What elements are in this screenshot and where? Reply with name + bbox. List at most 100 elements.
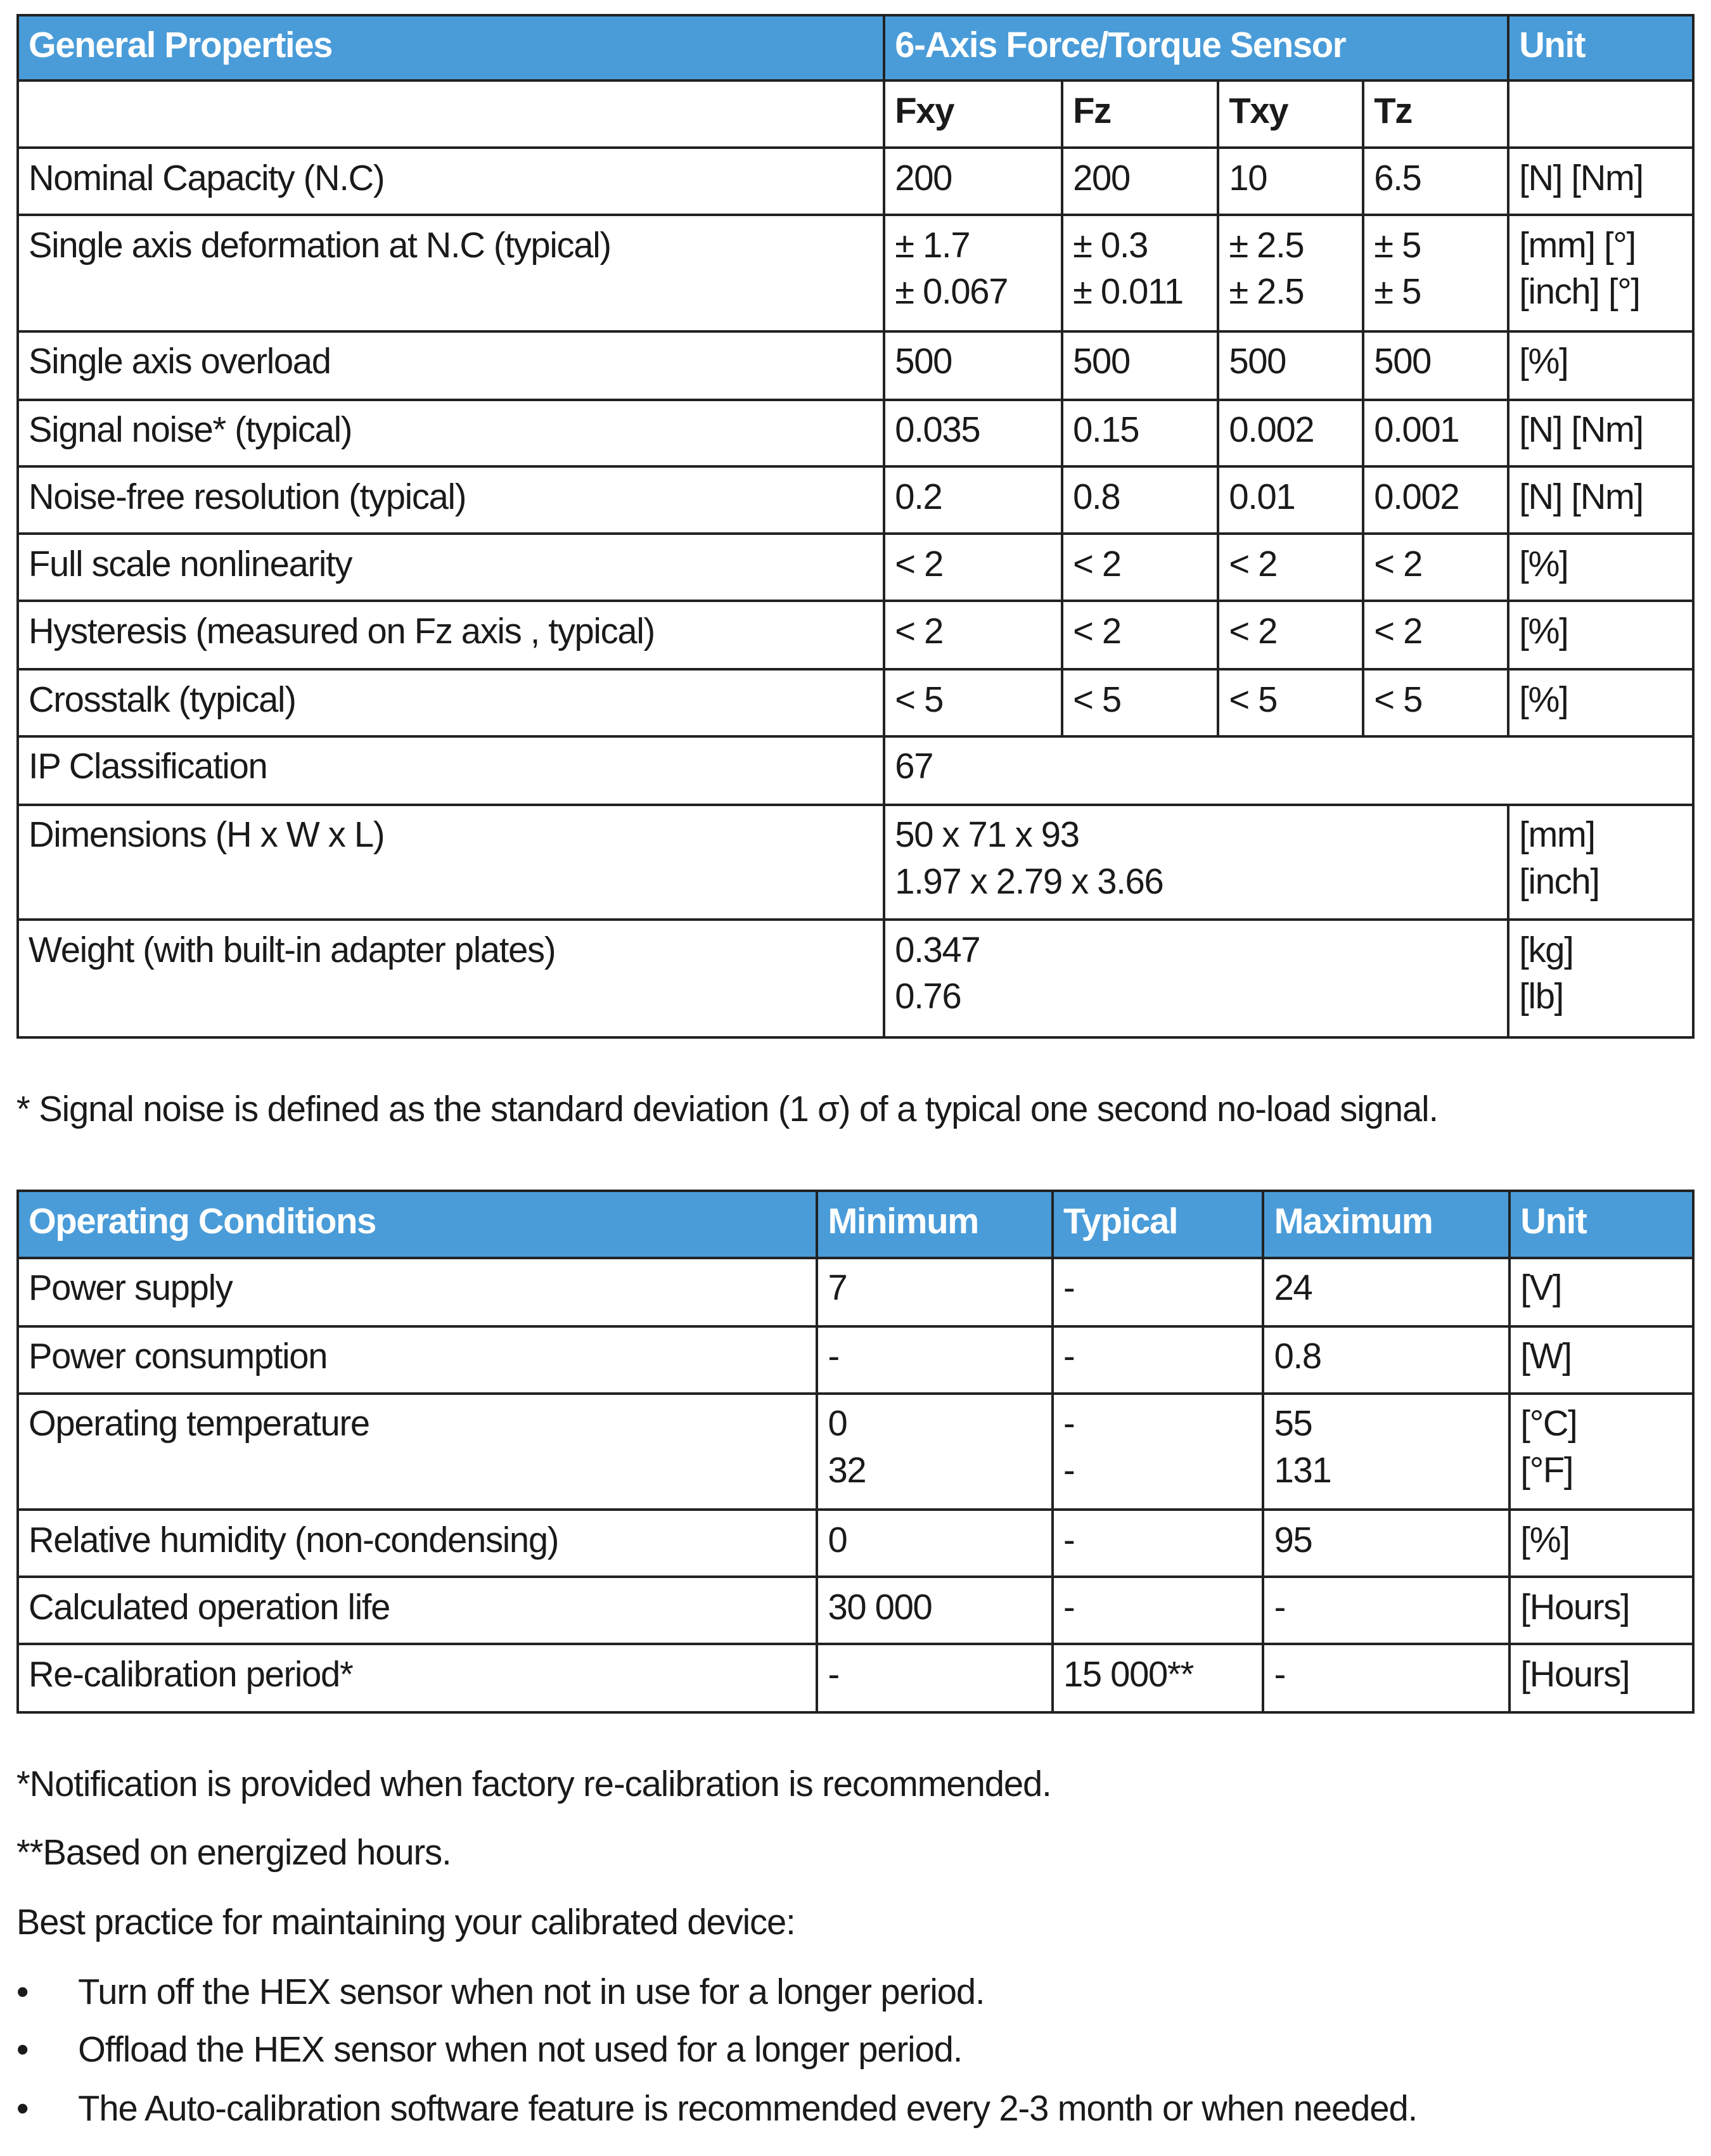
property-unit: [%]	[1507, 532, 1695, 602]
condition-value: - -	[1051, 1392, 1265, 1511]
condition-value: [°C] [°F]	[1508, 1392, 1695, 1511]
condition-value: 0.8	[1262, 1325, 1511, 1395]
property-label: Single axis deformation at N.C (typical)	[16, 213, 886, 333]
property-value: 67	[883, 735, 1695, 806]
property-value: < 5	[1217, 668, 1365, 738]
property-label: Nominal Capacity (N.C)	[16, 146, 886, 216]
property-value: 0.001	[1362, 398, 1510, 468]
header-minimum: Minimum	[816, 1190, 1054, 1259]
table-row: Power supply 7-24 [V]	[16, 1256, 1695, 1328]
header-sensor: 6-Axis Force/Torque Sensor	[883, 13, 1510, 82]
note-energized-hours: **Based on energized hours.	[16, 1832, 452, 1873]
condition-value: -	[1262, 1575, 1511, 1645]
condition-value: -	[1051, 1256, 1265, 1328]
property-value: 500	[1217, 330, 1365, 401]
property-value: ± 0.3 ± 0.011	[1060, 213, 1220, 333]
property-value: < 2	[1060, 600, 1220, 671]
property-value: 6.5	[1362, 146, 1510, 216]
property-value: 0.002	[1362, 465, 1510, 536]
condition-value: 24	[1262, 1256, 1511, 1328]
table-row: Operating temperature 0 32- -55 131 [°C] […	[16, 1392, 1695, 1511]
condition-value: [Hours]	[1508, 1575, 1695, 1645]
property-value: 0.8	[1060, 465, 1220, 536]
property-value: 500	[1060, 330, 1220, 401]
table-row: Calculated operation life 30 000- - [Hours]	[16, 1575, 1695, 1645]
table-row: Noise-free resolution (typical) 0.2 0.8 0.0…	[16, 465, 1695, 536]
table-row: Weight (with built-in adapter plates) 0.3…	[16, 918, 1695, 1039]
axis-header-blank	[16, 79, 886, 150]
axis-header-txy: Txy	[1217, 79, 1365, 150]
condition-value: [%]	[1508, 1508, 1695, 1579]
property-value: 500	[1362, 330, 1510, 401]
property-value: < 2	[1362, 600, 1510, 671]
bullet-text: The Auto-calibration software feature is…	[78, 2088, 1418, 2128]
header-general-properties: General Properties	[16, 13, 886, 82]
table-row: Signal noise* (typical) 0.035 0.15 0.002 0.0…	[16, 398, 1695, 468]
bullet-text: Offload the HEX sensor when not used for…	[78, 2029, 963, 2070]
property-value: < 2	[1217, 532, 1365, 602]
property-value: 0.035	[883, 398, 1063, 468]
condition-value: -	[1051, 1508, 1265, 1579]
property-label: Signal noise* (typical)	[16, 398, 886, 468]
property-label: Hysteresis (measured on Fz axis , typica…	[16, 600, 886, 671]
condition-value: -	[1051, 1325, 1265, 1395]
header-unit: Unit	[1508, 1190, 1695, 1259]
property-unit: [mm] [inch]	[1507, 803, 1695, 921]
general-properties-table: General Properties 6-Axis Force/Torque S…	[16, 13, 1695, 1039]
property-value: 0.347 0.76	[883, 918, 1510, 1039]
property-value: < 2	[883, 532, 1063, 602]
condition-label: Operating temperature	[16, 1392, 819, 1511]
property-value: 50 x 71 x 93 1.97 x 2.79 x 3.66	[883, 803, 1510, 921]
bullet-icon: •	[16, 2029, 29, 2070]
note-best-practice: Best practice for maintaining your calib…	[16, 1902, 796, 1942]
table-row: Relative humidity (non-condensing) 0-95 [%…	[16, 1508, 1695, 1579]
property-label: Crosstalk (typical)	[16, 668, 886, 738]
property-label: Single axis overload	[16, 330, 886, 401]
condition-label: Power consumption	[16, 1325, 819, 1395]
bullet-item: • The Auto-calibration software feature i…	[16, 2088, 1418, 2129]
bullet-item: • Turn off the HEX sensor when not in use…	[16, 1971, 985, 2012]
property-value: ± 1.7 ± 0.067	[883, 213, 1063, 333]
note-notification: *Notification is provided when factory r…	[16, 1764, 1052, 1804]
condition-value: 15 000**	[1051, 1642, 1265, 1714]
table-row: Dimensions (H x W x L) 50 x 71 x 93 1.97 …	[16, 803, 1695, 921]
property-value: < 5	[1362, 668, 1510, 738]
property-label: Full scale nonlinearity	[16, 532, 886, 602]
header-maximum: Maximum	[1262, 1190, 1511, 1259]
table-row: Single axis overload 500 500 500 500 [%]	[16, 330, 1695, 401]
property-value: 0.15	[1060, 398, 1220, 468]
condition-value: [W]	[1508, 1325, 1695, 1395]
property-value: 10	[1217, 146, 1365, 216]
table-row: Crosstalk (typical) < 5 < 5 < 5 < 5 [%]	[16, 668, 1695, 738]
property-unit: [N] [Nm]	[1507, 146, 1695, 216]
condition-value: -	[816, 1325, 1054, 1395]
property-value: < 2	[1362, 532, 1510, 602]
bullet-text: Turn off the HEX sensor when not in use …	[78, 1972, 985, 2012]
property-label: Weight (with built-in adapter plates)	[16, 918, 886, 1039]
table-row: Full scale nonlinearity < 2 < 2 < 2 < 2 [%]	[16, 532, 1695, 602]
axis-header-fz: Fz	[1060, 79, 1220, 150]
axis-header-fxy: Fxy	[883, 79, 1063, 150]
table-row: Power consumption - -0.8 [W]	[16, 1325, 1695, 1395]
property-label: Dimensions (H x W x L)	[16, 803, 886, 921]
footnote-signal-noise: * Signal noise is defined as the standar…	[16, 1089, 1439, 1129]
operating-conditions-table: Operating Conditions Minimum Typical Max…	[16, 1190, 1695, 1714]
table-row: Nominal Capacity (N.C) 200 200 10 6.5 [N] [Nm…	[16, 146, 1695, 216]
bullet-icon: •	[16, 2088, 29, 2128]
property-value: 200	[883, 146, 1063, 216]
condition-label: Calculated operation life	[16, 1575, 819, 1645]
property-value: 0.01	[1217, 465, 1365, 536]
header-operating-conditions: Operating Conditions	[16, 1190, 819, 1259]
table-row: Re-calibration period* -15 000** - [Hours]	[16, 1642, 1695, 1714]
property-value: 500	[883, 330, 1063, 401]
header-unit: Unit	[1507, 13, 1695, 82]
condition-value: 0	[816, 1508, 1054, 1579]
bullet-icon: •	[16, 1972, 29, 2012]
axis-header-unit-blank	[1507, 79, 1695, 150]
property-unit: [%]	[1507, 330, 1695, 401]
condition-value: 95	[1262, 1508, 1511, 1579]
property-value: < 2	[883, 600, 1063, 671]
property-value: < 2	[1060, 532, 1220, 602]
condition-value: 0 32	[816, 1392, 1054, 1511]
condition-value: -	[1051, 1575, 1265, 1645]
